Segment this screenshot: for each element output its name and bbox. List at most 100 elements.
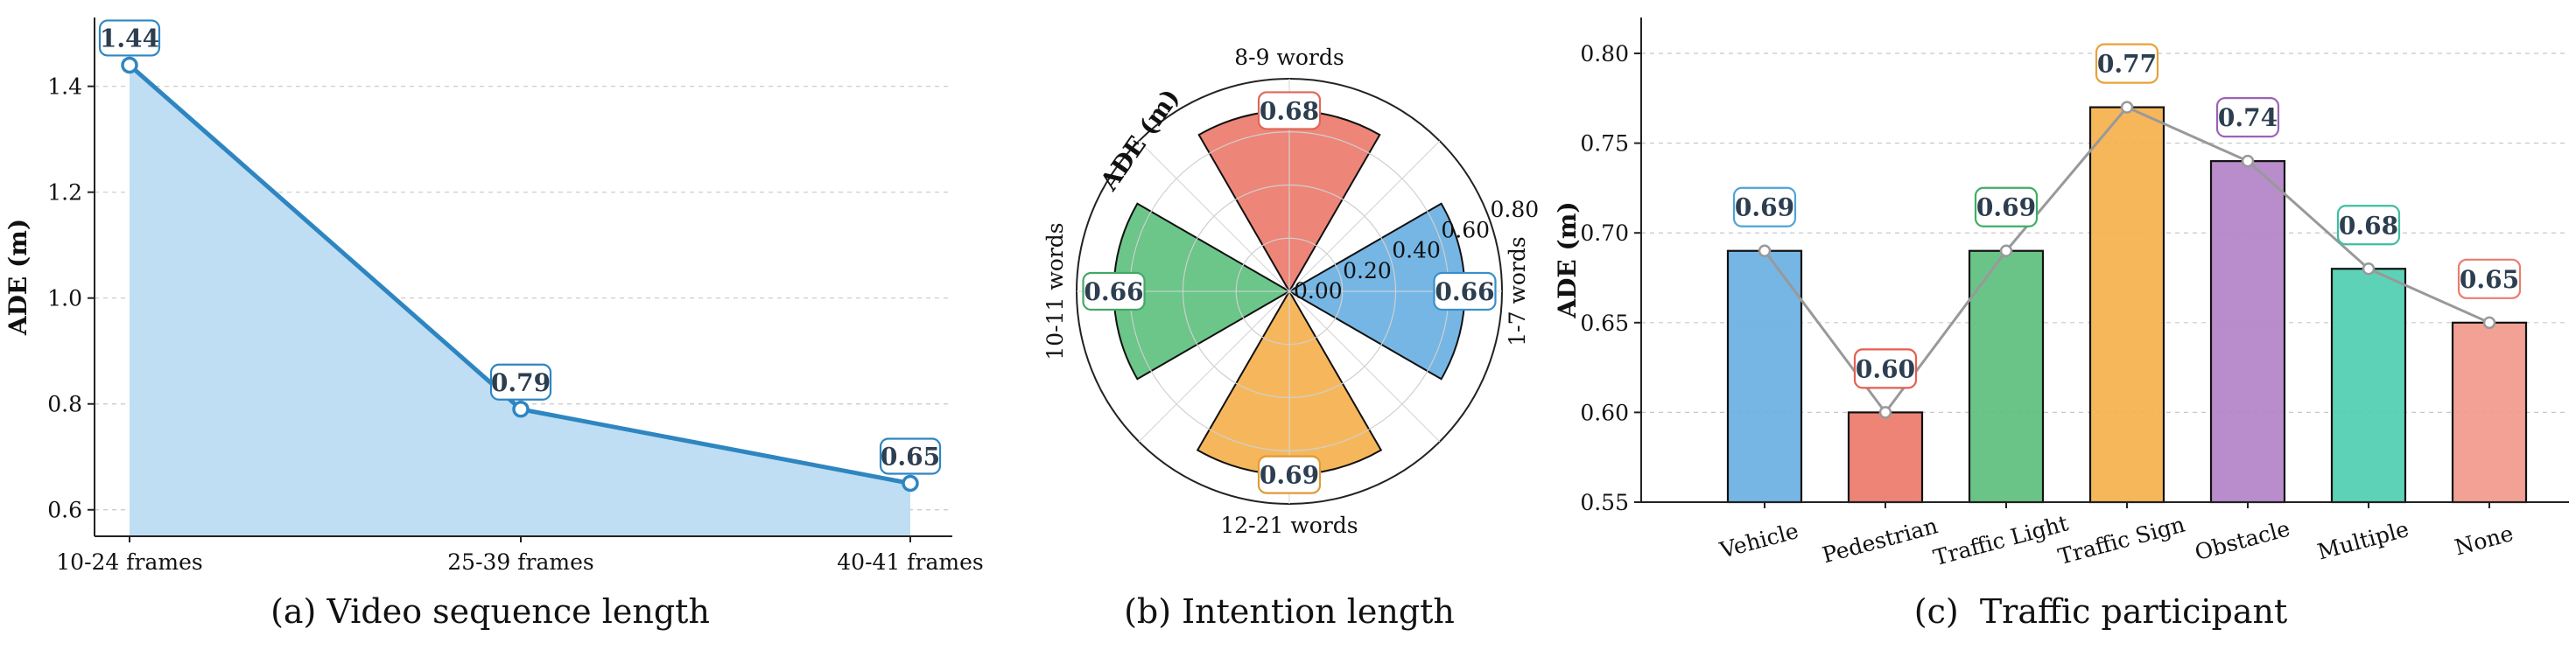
c-data-label-box (2215, 97, 2280, 138)
a-y-tick-label: 1.4 (47, 74, 82, 100)
a-data-point (121, 56, 138, 74)
b-data-label: 0.66 (1433, 271, 1497, 311)
b-spoke (1288, 290, 1441, 443)
b-spoke (1138, 290, 1290, 443)
c-connector-point (1878, 406, 1892, 419)
a-data-label-box (879, 437, 942, 475)
b-category-label: 1-7 words (1505, 236, 1530, 346)
a-data-label-text: 0.65 (881, 442, 940, 471)
a-data-points: 1.44 0.79 0.65 (98, 19, 942, 493)
b-data-label-text: 0.68 (1260, 96, 1319, 125)
c-data-label-text: 0.65 (2460, 265, 2519, 294)
c-data-labels: 0.69 0.60 0.69 0.77 0.74 0.68 0.65 (1732, 43, 2522, 389)
a-data-point (512, 401, 530, 418)
c-axes (1640, 17, 2569, 503)
b-data-label: 0.68 (1257, 91, 1322, 130)
a-data-label-box (98, 19, 161, 57)
c-data-label-box (2336, 205, 2401, 246)
a-x-ticks: 10-24 frames 25-39 frames 40-41 frames (56, 536, 984, 575)
c-y-tick-label: 0.60 (1580, 400, 1629, 425)
b-data-label-box (1433, 271, 1497, 311)
b-data-label-box (1082, 271, 1146, 311)
a-data-label: 0.65 (879, 437, 942, 475)
a-data-point (902, 474, 919, 493)
panel-a-line-chart: 1.44 0.79 0.65 0.6 0.8 1.0 1.2 1.4 10-24 frame… (4, 17, 984, 631)
a-data-label-text: 0.79 (491, 368, 551, 397)
b-category-label: 8-9 words (1234, 45, 1344, 70)
c-bars (1726, 106, 2528, 504)
b-category-label: 10-11 words (1042, 222, 1068, 360)
c-bar (1968, 249, 2045, 504)
b-spoke (1288, 140, 1441, 292)
b-radial-tick-label: 0.20 (1343, 258, 1392, 283)
a-x-tick-label: 40-41 frames (837, 549, 983, 575)
b-data-label-box (1257, 91, 1322, 130)
b-radial-ticks: 0.000.200.400.600.80 (1294, 197, 1539, 304)
a-y-tick-label: 1.2 (47, 180, 82, 206)
c-data-label-box (2095, 43, 2159, 84)
b-spoke (1138, 140, 1290, 292)
a-x-tick-label: 10-24 frames (56, 549, 202, 575)
c-bar (1726, 249, 1803, 504)
c-data-label-text: 0.77 (2097, 50, 2157, 79)
panel-b-polar-chart: 0.000.200.400.600.80 1-7 words 8-9 words 1… (1042, 45, 1539, 631)
c-x-tick-label: Vehicle (1716, 518, 1801, 563)
c-y-ticks: 0.55 0.60 0.65 0.70 0.75 0.80 (1580, 41, 1641, 515)
c-connector-point (1758, 244, 1772, 257)
b-radial-tick-label: 0.80 (1491, 197, 1540, 222)
a-data-label: 0.79 (489, 363, 552, 401)
c-data-label-box (1974, 186, 2039, 227)
b-data-labels: 0.66 0.68 0.66 0.69 (1082, 91, 1497, 494)
c-connector-points (1758, 101, 2496, 419)
c-data-label: 0.77 (2095, 43, 2159, 84)
c-bar (2330, 268, 2407, 504)
c-data-label-text: 0.69 (1976, 193, 2036, 222)
b-radial-tick-label: 0.60 (1441, 217, 1490, 242)
c-data-label: 0.69 (1732, 186, 1797, 227)
a-data-label-box (489, 363, 552, 401)
a-y-tick-label: 0.6 (47, 498, 82, 523)
b-data-label-text: 0.69 (1260, 461, 1319, 490)
c-connector-point (2120, 101, 2134, 114)
a-y-tick-label: 1.0 (47, 286, 82, 311)
c-data-label-text: 0.60 (1856, 354, 1915, 383)
b-data-label-box (1257, 455, 1322, 494)
c-data-label: 0.69 (1974, 186, 2039, 227)
b-radial-tick-label: 0.40 (1392, 238, 1441, 263)
c-data-label-box (1732, 186, 1797, 227)
a-data-label-text: 1.44 (100, 24, 159, 52)
b-data-label-text: 0.66 (1435, 277, 1494, 306)
c-y-axis-label: ADE (m) (1553, 201, 1582, 318)
c-y-tick-label: 0.55 (1580, 490, 1629, 515)
b-data-label: 0.66 (1082, 271, 1146, 311)
a-y-ticks: 0.6 0.8 1.0 1.2 1.4 (47, 74, 95, 523)
c-data-label-text: 0.74 (2218, 103, 2278, 132)
c-connector-point (2362, 262, 2376, 276)
c-bar (2209, 160, 2286, 504)
c-connector-point (1999, 244, 2013, 257)
c-data-label: 0.60 (1853, 348, 1918, 389)
c-x-tick-label: Traffic Sign (2055, 512, 2187, 570)
a-data-label: 1.44 (98, 19, 161, 57)
c-y-tick-label: 0.75 (1580, 131, 1629, 157)
c-y-tick-label: 0.65 (1580, 311, 1629, 336)
c-connector-point (2241, 154, 2255, 168)
a-axes (94, 17, 952, 537)
c-x-tick-label: Obstacle (2192, 515, 2292, 565)
b-caption: (b) Intention length (1124, 592, 1455, 631)
a-area-fill (130, 65, 910, 537)
c-bar (2451, 321, 2528, 504)
b-radial-axis-label: ADE (m) (1094, 84, 1185, 197)
c-bar (2088, 106, 2165, 504)
c-data-label: 0.74 (2215, 97, 2280, 138)
c-data-label-text: 0.68 (2339, 211, 2398, 240)
c-x-tick-label: None (2452, 521, 2516, 561)
c-y-tick-label: 0.80 (1580, 41, 1629, 66)
c-x-tick-label: Multiple (2315, 516, 2411, 565)
b-radial-tick-label: 0.00 (1294, 278, 1343, 304)
c-data-label: 0.68 (2336, 205, 2401, 246)
c-connector-point (2482, 316, 2496, 330)
c-x-tick-label: Pedestrian (1820, 513, 1941, 568)
